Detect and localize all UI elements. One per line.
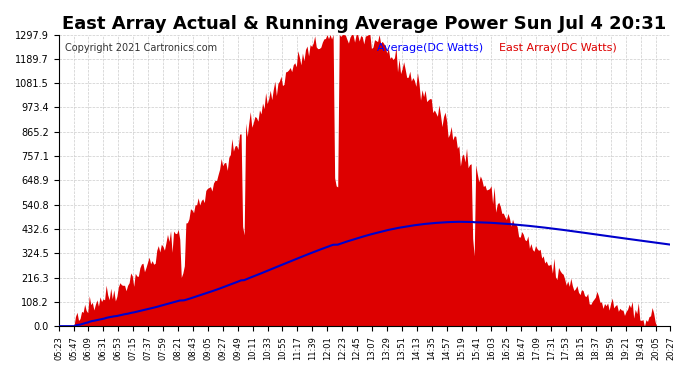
Title: East Array Actual & Running Average Power Sun Jul 4 20:31: East Array Actual & Running Average Powe… (62, 15, 667, 33)
Text: Average(DC Watts): Average(DC Watts) (377, 43, 483, 53)
Text: Copyright 2021 Cartronics.com: Copyright 2021 Cartronics.com (65, 43, 217, 53)
Text: East Array(DC Watts): East Array(DC Watts) (499, 43, 617, 53)
